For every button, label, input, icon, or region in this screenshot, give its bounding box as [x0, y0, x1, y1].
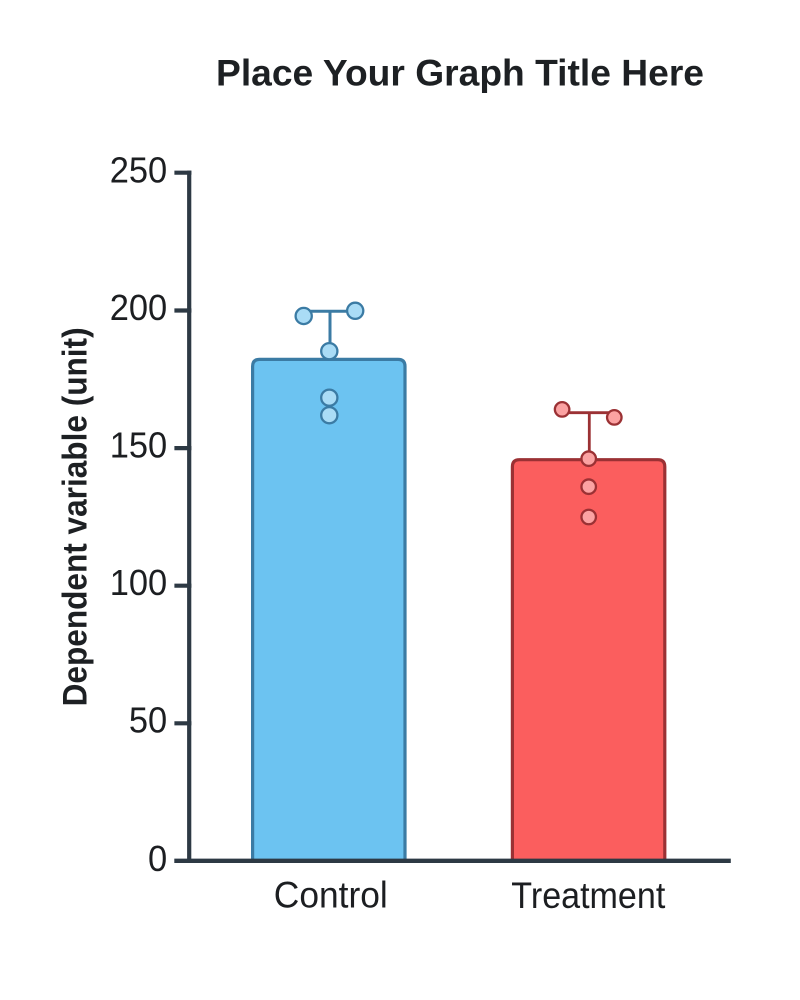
svg-text:Control: Control — [274, 874, 388, 915]
svg-text:250: 250 — [110, 150, 168, 191]
svg-text:0: 0 — [148, 838, 167, 879]
svg-text:Treatment: Treatment — [511, 875, 666, 916]
svg-text:50: 50 — [129, 700, 167, 741]
svg-text:150: 150 — [110, 425, 168, 466]
svg-text:100: 100 — [110, 562, 168, 603]
svg-text:Dependent variable (unit): Dependent variable (unit) — [57, 327, 95, 706]
svg-text:200: 200 — [110, 287, 168, 328]
svg-text:Place Your Graph Title Here: Place Your Graph Title Here — [216, 53, 704, 94]
